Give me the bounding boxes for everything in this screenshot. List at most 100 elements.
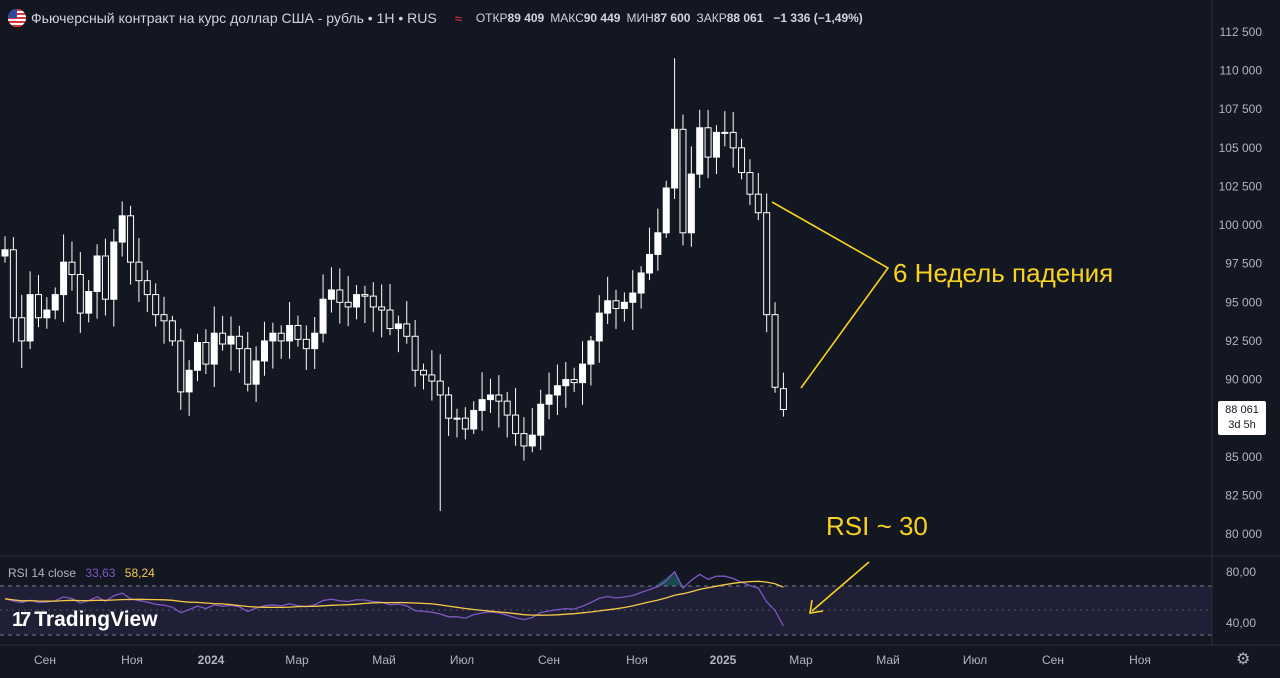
candle-body — [227, 335, 235, 345]
candle-body — [503, 400, 511, 416]
price-tick-label: 112 500 — [1220, 25, 1263, 39]
candle — [327, 267, 335, 313]
candle — [595, 295, 603, 363]
candle-body — [260, 340, 268, 362]
candle-body — [101, 255, 109, 300]
candle — [662, 180, 670, 238]
candle-body — [378, 306, 386, 311]
candle — [252, 346, 260, 402]
candle-body — [210, 332, 218, 365]
rsi-annotation: RSI ~ 30 — [826, 511, 928, 541]
candle-body — [160, 314, 168, 322]
candles-layer[interactable] — [1, 58, 787, 511]
candle-body — [595, 312, 603, 342]
gear-icon[interactable]: ⚙ — [1236, 651, 1251, 668]
time-tick-label: Ноя — [1129, 653, 1151, 667]
candle — [604, 276, 612, 324]
candle — [152, 283, 160, 327]
candle-body — [620, 301, 628, 309]
candle-body — [637, 272, 645, 294]
candle-body — [553, 385, 561, 396]
candle — [260, 321, 268, 376]
candle-body — [219, 332, 227, 345]
candle-body — [118, 215, 126, 243]
tradingview-logo[interactable]: 17 TradingView — [12, 608, 158, 632]
candle-body — [453, 417, 461, 420]
wave-icon: ≈ — [454, 10, 462, 26]
candle — [244, 331, 252, 392]
candle — [394, 315, 402, 353]
candle — [721, 111, 729, 147]
price-tick-label: 102 500 — [1219, 179, 1263, 193]
tradingview-logo-mark: 17 — [12, 608, 31, 631]
candle-body — [520, 433, 528, 447]
candle — [60, 234, 68, 322]
candle — [645, 227, 653, 281]
candle — [696, 109, 704, 188]
us-flag-icon — [8, 9, 26, 27]
time-axis[interactable]: Сен Ноя 2024 Мар Май Июл Сен Ноя 2025 Мар Май Июл Се… — [34, 653, 1151, 667]
candle-body — [9, 249, 17, 319]
candle — [587, 335, 595, 386]
candle-body — [135, 261, 143, 282]
candle — [562, 362, 570, 408]
candle — [629, 270, 637, 331]
candle — [311, 316, 319, 369]
candle — [127, 205, 135, 285]
candle-body — [570, 379, 578, 384]
candle-body — [537, 403, 545, 436]
rsi-ma-line — [4, 580, 784, 616]
candle — [118, 201, 126, 257]
ohlc-values: ОТКР 89 409 МАКС 90 449 МИН 87 600 ЗАКР … — [476, 11, 863, 25]
candle-body — [746, 172, 754, 195]
candle — [369, 282, 377, 333]
candle-body — [269, 332, 277, 342]
candle-body — [60, 261, 68, 296]
time-tick-label: Сен — [538, 653, 560, 667]
candle — [18, 294, 26, 368]
candle-body — [26, 294, 34, 342]
candle-body — [1, 249, 9, 257]
candle — [453, 408, 461, 438]
candle — [26, 271, 34, 350]
candle-body — [679, 128, 687, 234]
candle — [210, 306, 218, 387]
candle-body — [470, 409, 478, 430]
candle-body — [177, 340, 185, 393]
candle-body — [528, 434, 536, 447]
candle-body — [754, 193, 762, 214]
candle-body — [738, 147, 746, 174]
rsi-legend[interactable]: RSI 14 close 33,63 58,24 — [8, 566, 155, 580]
candle — [729, 112, 737, 168]
candle-body — [43, 309, 51, 319]
candle — [654, 208, 662, 271]
candle — [411, 320, 419, 387]
rsi-level-label: 80,00 — [1226, 565, 1256, 579]
candle — [545, 372, 553, 420]
candle-body — [202, 341, 210, 365]
candle-body — [68, 261, 76, 276]
candle — [537, 389, 545, 450]
candle — [461, 407, 469, 440]
last-price-tag: 88 061 3d 5h — [1218, 401, 1266, 435]
candle-body — [696, 127, 704, 175]
candle — [336, 268, 344, 324]
candle — [135, 238, 143, 302]
candle-body — [604, 300, 612, 314]
candle-body — [235, 335, 243, 350]
candle-body — [712, 131, 720, 158]
rsi-ma-value: 58,24 — [124, 566, 155, 580]
close-value: 88 061 — [726, 11, 764, 25]
drop-annotation: 6 Недель падения — [893, 258, 1114, 288]
candle — [202, 329, 210, 375]
candle — [671, 58, 679, 199]
instrument-title[interactable]: Фьючерсный контракт на курс доллар США -… — [31, 10, 437, 26]
candle-body — [779, 388, 787, 410]
candle-body — [336, 289, 344, 303]
price-tick-label: 110 000 — [1220, 64, 1263, 78]
time-tick-label: 2025 — [710, 653, 737, 667]
close-label: ЗАКР — [696, 11, 727, 25]
rsi-pane[interactable]: 80,00 40,00 — [0, 565, 1256, 636]
